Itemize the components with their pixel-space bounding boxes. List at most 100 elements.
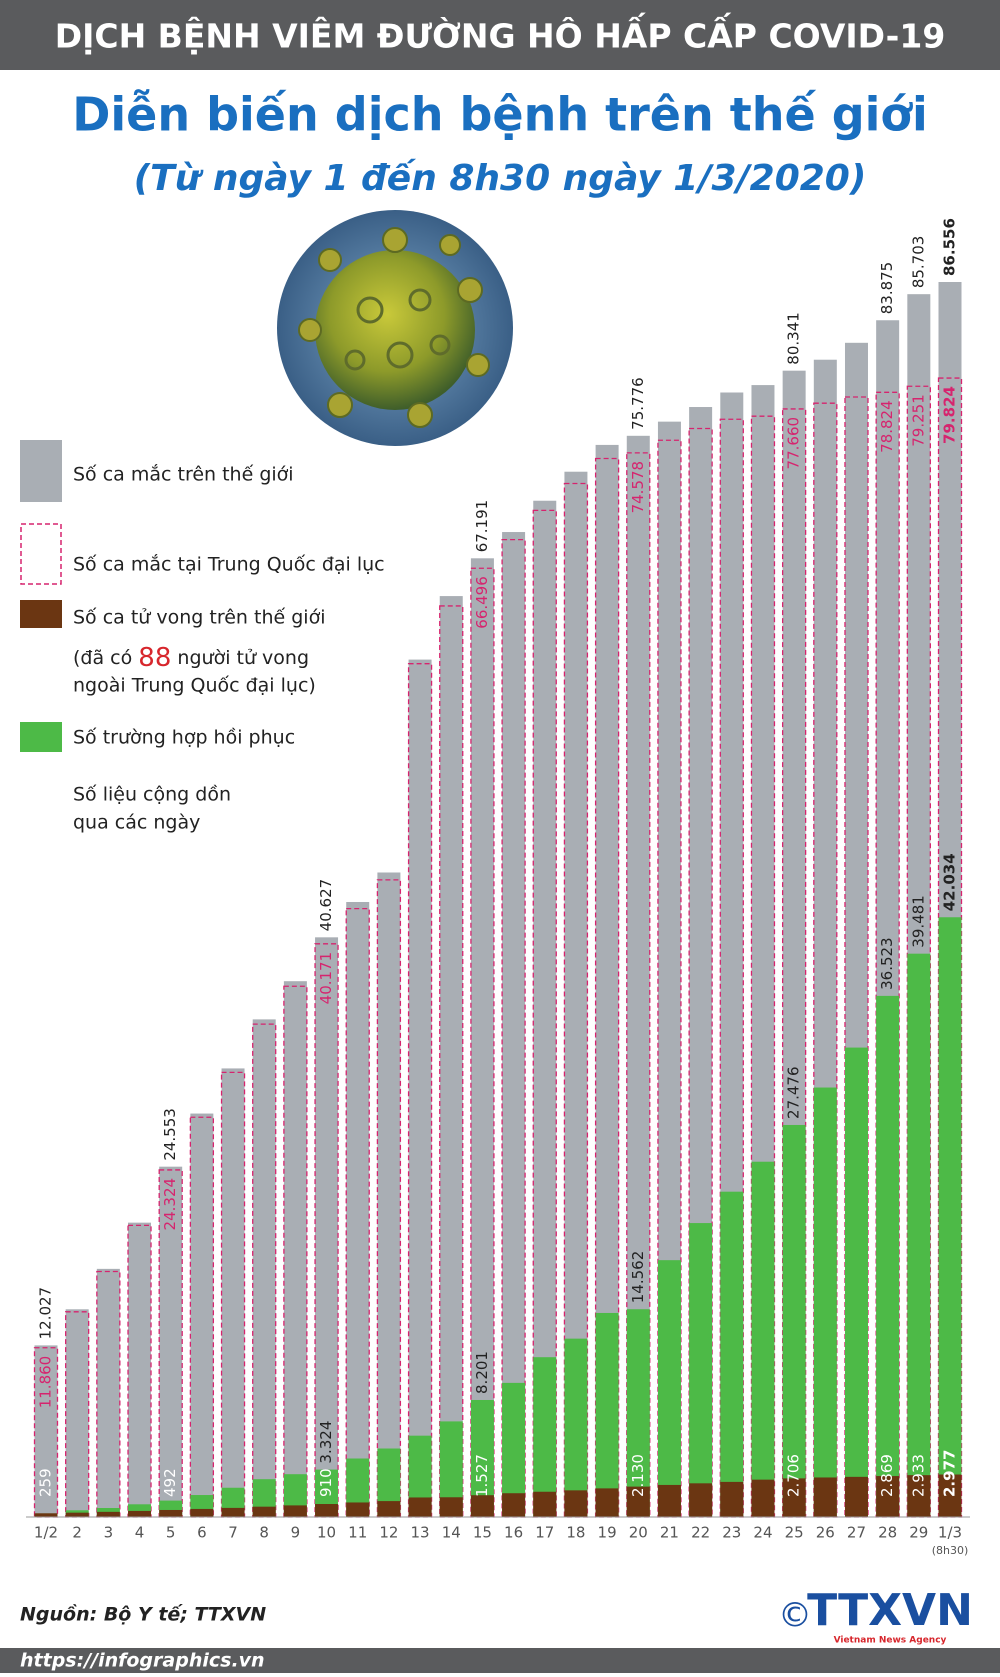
world-bar (315, 937, 339, 1517)
world-bar (283, 981, 307, 1517)
source: Nguồn: Bộ Y tế; TTXVN (20, 1603, 266, 1626)
death-label: 2.977 (941, 1450, 959, 1497)
world-bar (470, 558, 494, 1517)
recovered-bar (346, 1458, 370, 1517)
x-tick-label: 18 (566, 1524, 585, 1542)
death-label: 910 (317, 1468, 335, 1497)
china-label: 78.824 (878, 400, 896, 453)
x-tick-label: 5 (166, 1524, 176, 1542)
world-label: 83.875 (878, 262, 896, 315)
logo-sub: Vietnam News Agency (834, 1636, 947, 1646)
world-bar (190, 1113, 214, 1517)
death-bar (128, 1510, 152, 1517)
death-bar (689, 1483, 713, 1517)
death-bar (844, 1476, 868, 1517)
header-bar (0, 0, 1000, 70)
china-bar (220, 1071, 246, 1518)
x-tick-label: 19 (598, 1524, 617, 1542)
logo: TTXVN (807, 1585, 973, 1636)
death-bar (657, 1484, 681, 1517)
x-tick-label: 10 (317, 1524, 336, 1542)
world-bar (346, 901, 370, 1517)
world-bar (96, 1268, 120, 1517)
x-tick-label: 22 (691, 1524, 710, 1542)
virus-illustration (277, 210, 513, 446)
x-tick-label: 2 (72, 1524, 82, 1542)
x-tick-label: 12 (379, 1524, 398, 1542)
china-bar (470, 567, 495, 1518)
death-label: 2.130 (629, 1454, 647, 1497)
cumulative-note: Số liệu cộng dồn (73, 784, 231, 806)
china-label: 40.171 (317, 952, 335, 1005)
death-bar (408, 1497, 432, 1517)
world-bar (657, 421, 681, 1517)
death-note: (đã có 88 người tử vong (73, 643, 309, 673)
x-tick-label: 13 (411, 1524, 430, 1542)
x-tick-label: 1/2 (34, 1524, 58, 1542)
x-tick-label: 14 (442, 1524, 461, 1542)
world-bar (65, 1309, 89, 1517)
recovered-bar (876, 995, 900, 1517)
world-label: 40.627 (317, 879, 335, 932)
copyright: © (778, 1596, 812, 1636)
death-bar (34, 1513, 58, 1517)
death-bar (907, 1475, 931, 1517)
world-label: 86.556 (941, 218, 959, 276)
world-bar (502, 532, 526, 1517)
recovered-bar (470, 1399, 494, 1517)
x-tick-label: 21 (660, 1524, 679, 1542)
x-tick-label: 15 (473, 1524, 492, 1542)
death-bar (283, 1505, 307, 1517)
china-label: 66.496 (473, 576, 491, 629)
x-tick-label: 9 (291, 1524, 301, 1542)
x-note: (8h30) (932, 1544, 969, 1557)
death-bar (315, 1504, 339, 1517)
recovered-bar (689, 1223, 713, 1517)
note-text: (đã có (73, 647, 132, 669)
world-label: 75.776 (629, 377, 647, 430)
legend-label: Số ca tử vong trên thế giới (73, 607, 325, 629)
recovered-bar (595, 1312, 619, 1517)
china-bar (252, 1023, 277, 1518)
recovered-bar (938, 917, 962, 1517)
recovered-bar (439, 1421, 463, 1517)
x-tick-label: 27 (847, 1524, 866, 1542)
death-bar (626, 1486, 650, 1517)
recovered-bar (377, 1448, 401, 1517)
legend-label: Số ca mắc tại Trung Quốc đại lục (73, 553, 385, 576)
death-bar (346, 1502, 370, 1517)
x-tick-label: 23 (722, 1524, 741, 1542)
legend-swatch (20, 440, 62, 502)
legend-label: Số ca mắc trên thế giới (73, 463, 294, 486)
china-bar (376, 879, 402, 1518)
china-label: 79.251 (909, 394, 927, 447)
x-tick-label: 29 (909, 1524, 928, 1542)
world-bar (533, 500, 557, 1517)
legend-label: Số trường hợp hồi phục (73, 727, 295, 749)
recovered-bar (782, 1124, 806, 1517)
x-tick-label: 4 (135, 1524, 145, 1542)
china-bar (127, 1224, 152, 1518)
x-tick-label: 26 (816, 1524, 835, 1542)
death-bar (470, 1495, 494, 1517)
recovered-bar (751, 1161, 775, 1517)
x-tick-label: 24 (753, 1524, 772, 1542)
x-tick-label: 28 (878, 1524, 897, 1542)
recovered-label: 8.201 (473, 1351, 491, 1394)
world-bar (564, 471, 588, 1518)
world-label: 24.553 (161, 1108, 179, 1161)
death-note: ngoài Trung Quốc đại lục) (73, 675, 316, 697)
header: DỊCH BỆNH VIÊM ĐƯỜNG HÔ HẤP CẤP COVID-19 (55, 12, 946, 56)
recovered-bar (533, 1357, 557, 1517)
url: https://infographics.vn (20, 1650, 265, 1672)
world-label: 85.703 (909, 236, 927, 289)
death-bar (595, 1488, 619, 1517)
recovered-bar (844, 1047, 868, 1517)
legend: Số ca mắc trên thế giới Số ca mắc tại Tr… (20, 440, 385, 834)
recovered-bar (626, 1309, 650, 1517)
china-bar (283, 985, 308, 1518)
death-label: 492 (161, 1468, 179, 1497)
death-bar (65, 1512, 89, 1517)
china-bar (657, 439, 682, 1518)
world-label: 67.191 (473, 500, 491, 553)
